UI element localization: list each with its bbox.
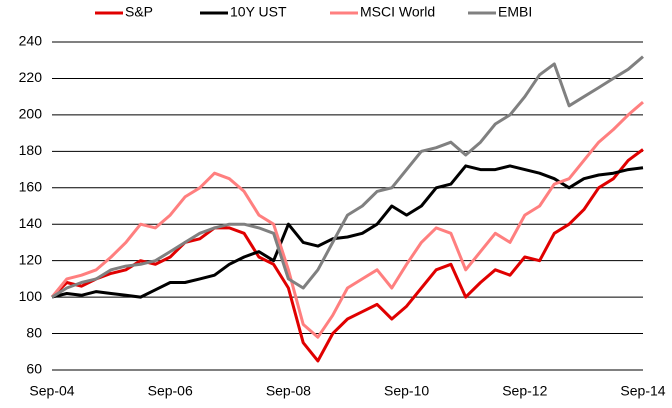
legend-label: 10Y UST: [230, 4, 287, 20]
y-tick-label: 120: [19, 251, 43, 267]
y-tick-label: 240: [19, 33, 43, 49]
y-tick-label: 80: [26, 324, 42, 340]
line-series: [51, 164, 644, 299]
x-tick-label: Sep-12: [502, 383, 547, 399]
x-tick-label: Sep-08: [266, 383, 311, 399]
y-tick-label: 220: [19, 69, 43, 85]
line-series: [51, 55, 644, 299]
y-tick-label: 160: [19, 178, 43, 194]
line-series: [50, 148, 644, 363]
y-tick-label: 100: [19, 288, 43, 304]
y-tick-label: 180: [19, 142, 43, 158]
y-tick-label: 200: [19, 106, 43, 122]
x-tick-label: Sep-10: [384, 383, 429, 399]
x-tick-label: Sep-14: [620, 383, 665, 399]
x-tick-label: Sep-04: [29, 383, 74, 399]
legend-label: MSCI World: [360, 4, 435, 20]
y-tick-label: 140: [19, 215, 43, 231]
y-tick-label: 60: [26, 361, 42, 377]
line-series: [50, 100, 644, 339]
legend-label: EMBI: [498, 4, 532, 20]
legend-label: S&P: [125, 4, 153, 20]
x-tick-label: Sep-06: [148, 383, 193, 399]
